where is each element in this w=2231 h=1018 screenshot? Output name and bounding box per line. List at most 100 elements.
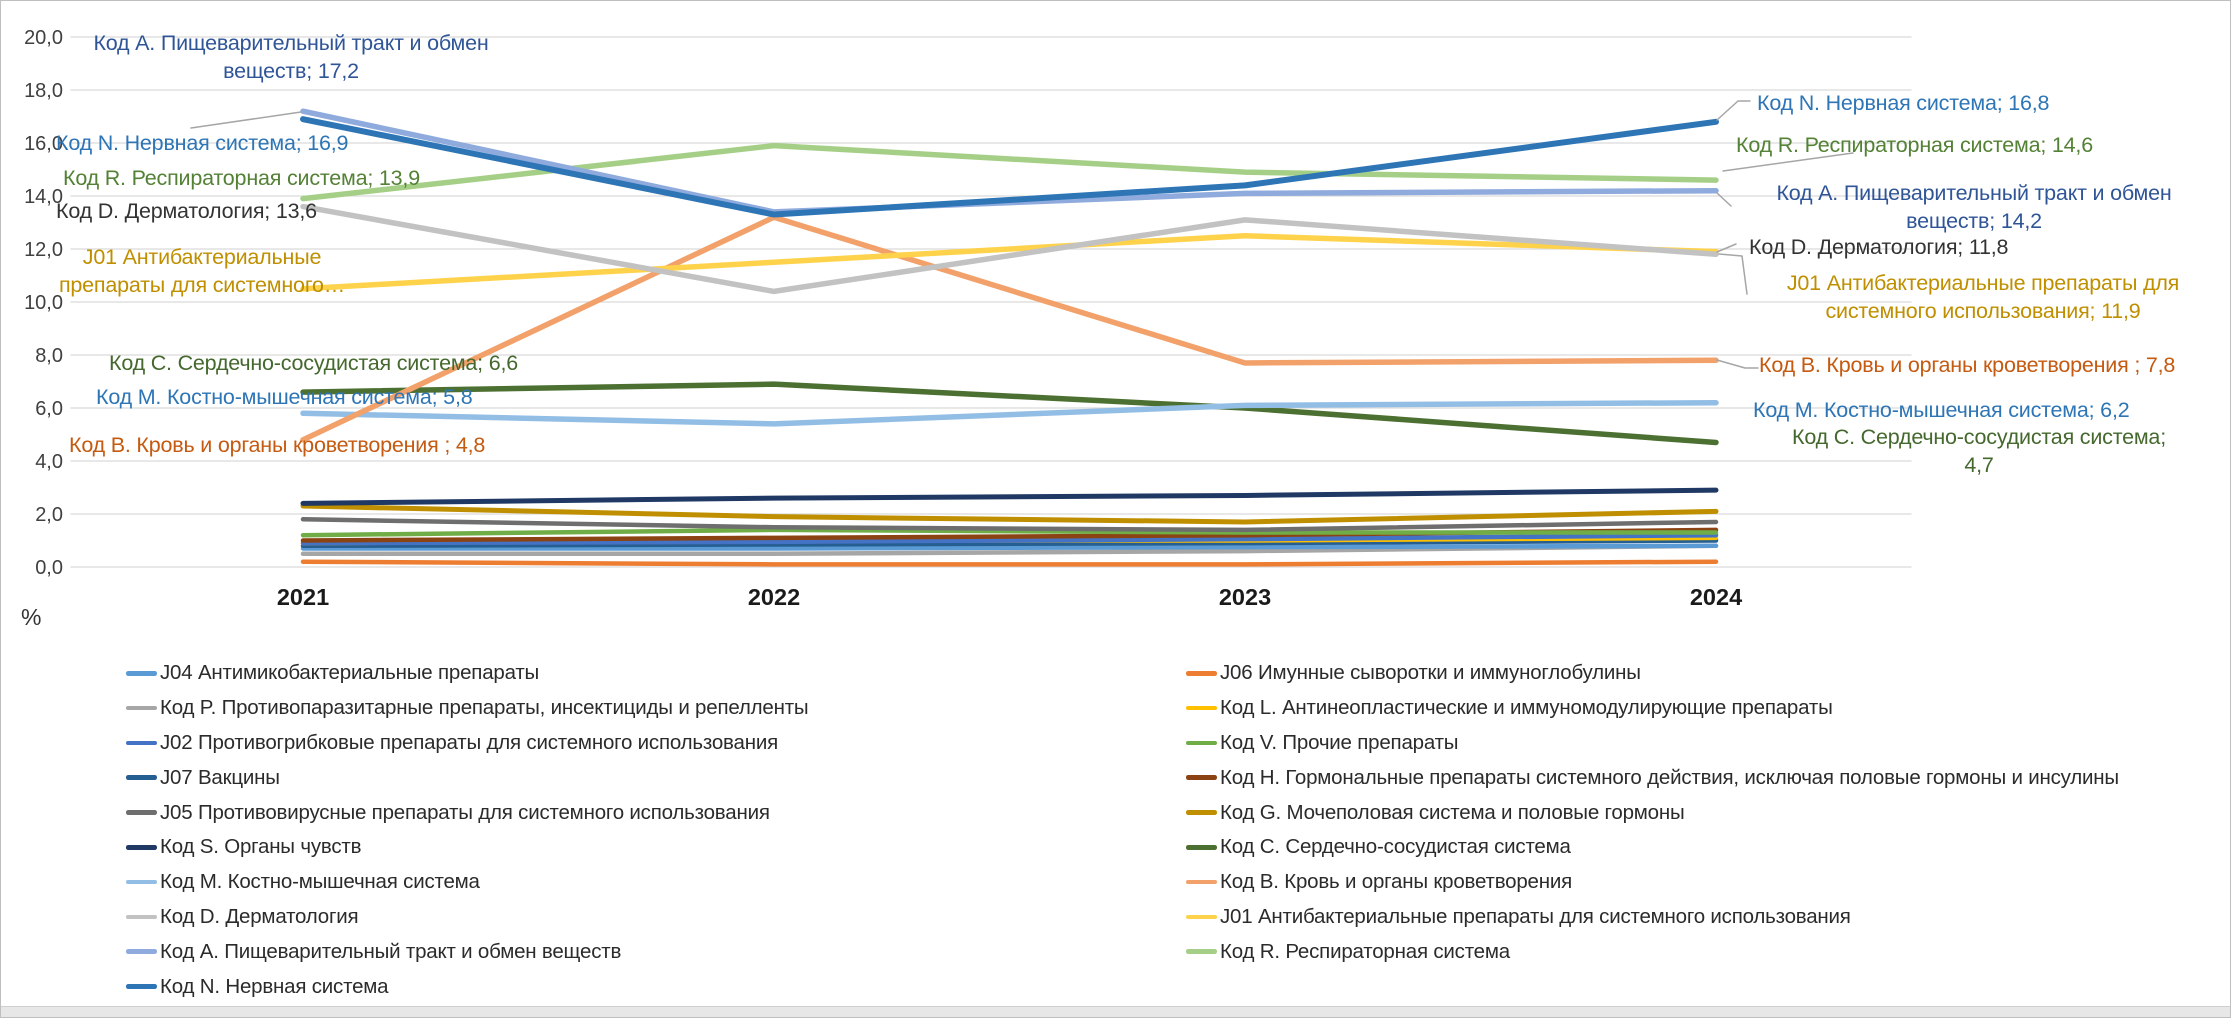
label-leader-line — [1716, 243, 1737, 253]
series-line-kod-n — [300, 116, 1719, 218]
callout-left-kod-d: Код D. Дерматология; 13,6 — [56, 199, 317, 223]
legend-item-label: Код D. Дерматология — [160, 904, 359, 928]
x-tick-label-2022: 2022 — [748, 584, 800, 610]
legend-line-swatch — [1186, 671, 1217, 676]
legend-line-swatch — [126, 810, 157, 815]
x-tick-label-2021: 2021 — [277, 584, 329, 610]
legend-item: J01 Антибактериальные препараты для сист… — [1186, 900, 2119, 935]
series-line-j06 — [300, 559, 1719, 567]
callout-left-kod-a: Код A. Пищеварительный тракт и обмен вещ… — [93, 31, 489, 84]
y-tick-label: 18,0 — [24, 80, 63, 102]
series-line-j04 — [300, 543, 1719, 551]
legend-column-left: J04 Антимикобактериальные препараты Код P… — [126, 656, 809, 1004]
series-line-kod-b — [300, 214, 1719, 443]
y-tick-label: 14,0 — [24, 186, 63, 208]
legend-item-label: Код M. Костно-мышечная система — [160, 870, 480, 894]
label-leader-line — [1716, 100, 1751, 121]
legend-item-label: J06 Имунные сыворотки и иммуноглобулины — [1220, 661, 1641, 685]
y-tick-label: 12,0 — [24, 239, 63, 261]
series-line-kod-g — [300, 503, 1719, 525]
legend-item: Код G. Мочеполовая система и половые гор… — [1186, 795, 2119, 830]
y-tick-label: 4,0 — [35, 451, 63, 473]
label-leader-line — [1722, 152, 1854, 172]
legend-item: Код P. Противопаразитарные препараты, ин… — [126, 691, 809, 726]
legend-line-swatch — [126, 984, 157, 989]
series-line-j01 — [300, 233, 1719, 292]
legend-item-label: Код B. Кровь и органы кроветворения — [1220, 870, 1573, 894]
series-line-j05 — [300, 517, 1719, 533]
legend-item: J07 Вакцины — [126, 760, 808, 795]
legend-line-swatch — [1186, 949, 1217, 955]
legend-line-swatch — [1186, 705, 1217, 711]
legend-line-swatch — [126, 775, 157, 781]
legend-line-swatch — [1186, 775, 1217, 781]
callout-right-j01: J01 Антибактериальные препараты для сист… — [1786, 271, 2180, 324]
legend-line-swatch — [1186, 740, 1217, 746]
callout-right-kod-n: Код N. Нервная система; 16,8 — [1757, 91, 2050, 115]
series-line-kod-v — [300, 527, 1719, 538]
callout-left-kod-b: Код B. Кровь и органы кроветворения ; 4,… — [69, 433, 486, 457]
legend-item: J02 Противогрибковые препараты для систе… — [126, 726, 808, 761]
legend-item: Код A. Пищеварительный тракт и обмен вещ… — [126, 934, 808, 969]
callout-left-j01: J01 Антибактериальные препараты для сист… — [58, 245, 346, 298]
legend-item-label: Код C. Сердечно-сосудистая система — [1220, 835, 1571, 859]
callout-right-kod-c: Код C. Сердечно-сосудистая система; 4,7 — [1792, 425, 2166, 478]
y-tick-label: 0,0 — [35, 557, 63, 579]
callout-right-kod-a: Код A. Пищеварительный тракт и обмен вещ… — [1776, 181, 2172, 234]
legend-item-label: Код G. Мочеполовая система и половые гор… — [1220, 800, 1685, 824]
series-line-kod-m — [300, 399, 1719, 427]
y-axis-unit-label: % — [21, 604, 42, 630]
legend-line-swatch — [126, 914, 157, 920]
legend-line-swatch — [126, 671, 157, 676]
legend-item: J05 Противовирусные препараты для систем… — [126, 795, 808, 830]
legend-line-swatch — [126, 845, 157, 850]
y-tick-label: 6,0 — [35, 398, 63, 420]
label-leader-line — [190, 111, 302, 129]
legend-item-label: J07 Вакцины — [160, 765, 280, 789]
legend-item-label: Код R. Респираторная система — [1220, 939, 1510, 963]
legend-item: Код R. Респираторная система — [1186, 934, 2119, 969]
series-line-j07 — [300, 538, 1719, 549]
series-line-kod-s — [300, 487, 1719, 506]
legend-item: Код H. Гормональные препараты системного… — [1186, 760, 2119, 795]
callout-right-kod-m: Код M. Костно-мышечная система; 6,2 — [1753, 398, 2130, 422]
legend-item-label: Код H. Гормональные препараты системного… — [1220, 765, 2119, 789]
legend-item-label: Код A. Пищеварительный тракт и обмен вещ… — [160, 939, 622, 963]
legend-item: Код C. Сердечно-сосудистая система — [1186, 830, 2119, 865]
legend-item: J04 Антимикобактериальные препараты — [126, 656, 808, 691]
legend-item-label: J05 Противовирусные препараты для систем… — [160, 800, 770, 824]
y-tick-label: 20,0 — [24, 27, 63, 49]
legend-item-label: J01 Антибактериальные препараты для сист… — [1220, 904, 1851, 928]
legend-item: Код L. Антинеопластические и иммуномодул… — [1186, 691, 2119, 726]
legend-line-swatch — [1186, 879, 1217, 885]
legend-line-swatch — [1186, 914, 1217, 920]
legend-item: J06 Имунные сыворотки и иммуноглобулины — [1186, 656, 2119, 691]
window-bottom-strip — [1, 1006, 2230, 1017]
y-tick-label: 8,0 — [35, 345, 63, 367]
callout-left-kod-c: Код C. Сердечно-сосудистая система; 6,6 — [109, 351, 518, 375]
legend-line-swatch — [126, 949, 157, 955]
legend-item: Код N. Нервная система — [126, 969, 808, 1004]
callout-right-kod-r: Код R. Респираторная система; 14,6 — [1736, 133, 2093, 157]
legend-item-label: Код N. Нервная система — [160, 974, 389, 998]
legend-item: Код B. Кровь и органы кроветворения — [1186, 865, 2119, 900]
legend-item-label: Код L. Антинеопластические и иммуномодул… — [1220, 696, 1833, 720]
label-leader-line — [1716, 192, 1732, 207]
series-line-kod-d — [300, 203, 1719, 295]
legend-item-label: Код V. Прочие препараты — [1220, 730, 1459, 754]
legend-item: Код S. Органы чувств — [126, 830, 808, 865]
label-leader-line — [1718, 253, 1748, 295]
callout-left-kod-n: Код N. Нервная система; 16,9 — [56, 131, 349, 155]
legend-line-swatch — [126, 705, 157, 711]
legend-column-right: J06 Имунные сыворотки и иммуноглобулины К… — [1186, 656, 2119, 969]
y-tick-label: 16,0 — [24, 133, 63, 155]
series-line-kod-c — [300, 381, 1719, 446]
legend-line-swatch — [1186, 810, 1217, 815]
callout-left-kod-r: Код R. Респираторная система; 13,9 — [63, 166, 420, 190]
callout-left-kod-m: Код M. Костно-мышечная система; 5,8 — [96, 385, 473, 409]
legend-item: Код V. Прочие препараты — [1186, 726, 2119, 761]
legend-item: Код D. Дерматология — [126, 900, 808, 935]
label-leader-line — [1716, 359, 1759, 369]
y-tick-label: 2,0 — [35, 504, 63, 526]
